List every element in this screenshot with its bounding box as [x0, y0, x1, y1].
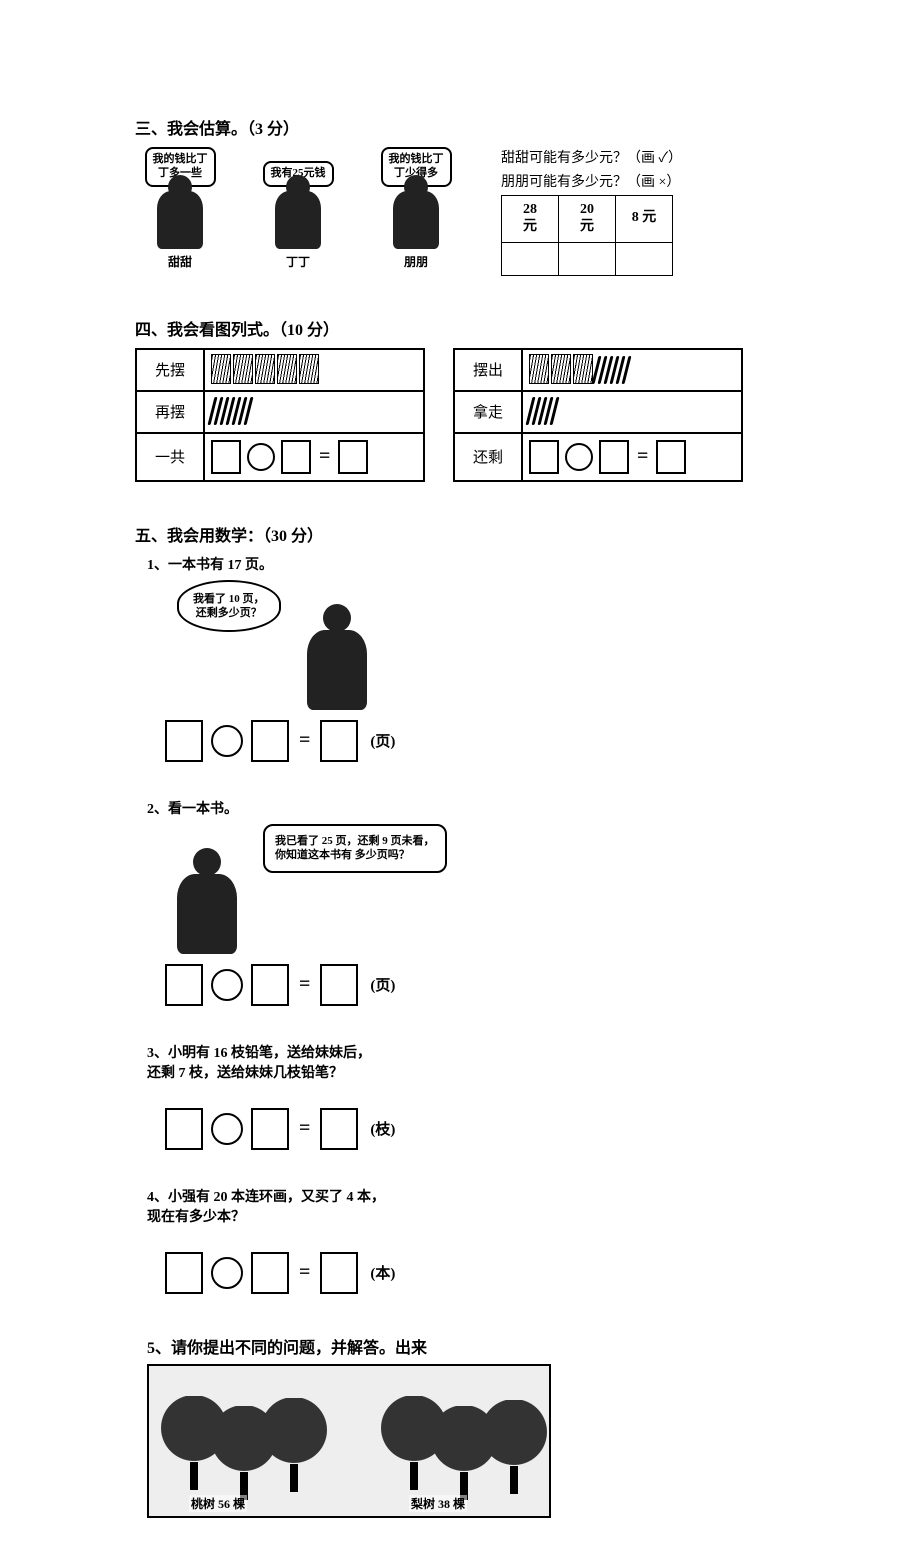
- sticks-table-left: 先摆 再摆 一共 =: [135, 348, 425, 482]
- equals-sign: =: [319, 445, 330, 468]
- money-table: 28 元 20 元 8 元: [501, 195, 673, 276]
- operator-circle[interactable]: [565, 443, 593, 471]
- row-label: 再摆: [136, 391, 204, 433]
- section5-heading: 五、我会用数学：（30 分）: [135, 522, 785, 546]
- thought-bubble: 我看了 10 页， 还剩多少页？: [177, 580, 281, 633]
- kid-icon: [157, 191, 203, 249]
- section5: 五、我会用数学：（30 分） 1、一本书有 17 页。 我看了 10 页， 还剩…: [135, 522, 785, 1518]
- answer-cell[interactable]: [616, 242, 673, 275]
- number-box[interactable]: [281, 440, 311, 474]
- problem2-figure: 我已看了 25 页，还剩 9 页未看，你知道这本书有 多少页吗？: [147, 824, 447, 954]
- number-box[interactable]: [165, 1252, 203, 1294]
- row-label: 一共: [136, 433, 204, 481]
- unit-label: (枝): [370, 1118, 395, 1139]
- equals-sign: =: [299, 973, 310, 996]
- money-cell: 8 元: [616, 196, 673, 243]
- number-box[interactable]: [338, 440, 368, 474]
- kid-label-tiantian: 甜甜: [168, 253, 192, 270]
- operator-circle[interactable]: [247, 443, 275, 471]
- kid-icon: [393, 191, 439, 249]
- operator-circle[interactable]: [211, 1257, 243, 1289]
- equals-sign: =: [637, 445, 648, 468]
- problem2-head: 2、看一本书。: [147, 798, 447, 818]
- number-box[interactable]: [165, 964, 203, 1006]
- kids-row: 我的钱比丁 丁多一些 甜甜 我有25元钱 丁丁 我的钱比丁 丁少得多 朋朋: [135, 147, 461, 270]
- section3-body: 我的钱比丁 丁多一些 甜甜 我有25元钱 丁丁 我的钱比丁 丁少得多 朋朋 甜甜…: [135, 147, 785, 276]
- operator-circle[interactable]: [211, 1113, 243, 1145]
- row-label: 拿走: [454, 391, 522, 433]
- number-box[interactable]: [320, 720, 358, 762]
- question-tiantian: 甜甜可能有多少元？（画 ✓）: [501, 147, 682, 167]
- kid-label-dingding: 丁丁: [286, 253, 310, 270]
- section3-heading: 三、我会估算。（3 分）: [135, 115, 785, 139]
- number-box[interactable]: [165, 1108, 203, 1150]
- number-box[interactable]: [320, 964, 358, 1006]
- number-box[interactable]: [165, 720, 203, 762]
- sticks-cell: [522, 391, 742, 433]
- sticks-cell: [522, 349, 742, 391]
- sticks-cell: [204, 349, 424, 391]
- problem1-figure: 我看了 10 页， 还剩多少页？: [147, 580, 447, 710]
- row-label: 先摆: [136, 349, 204, 391]
- number-box[interactable]: [251, 964, 289, 1006]
- unit-label: (页): [370, 730, 395, 751]
- answer-row: = (页): [165, 720, 447, 762]
- problem-1: 1、一本书有 17 页。 我看了 10 页， 还剩多少页？ = (页): [147, 554, 447, 762]
- equation-cell: =: [522, 433, 742, 481]
- child-icon: [307, 630, 367, 710]
- number-box[interactable]: [251, 720, 289, 762]
- answer-cell[interactable]: [559, 242, 616, 275]
- equals-sign: =: [299, 1117, 310, 1140]
- orchard-label-right: 梨树 38 棵: [409, 1495, 467, 1512]
- unit-label: (本): [370, 1262, 395, 1283]
- number-box[interactable]: [251, 1252, 289, 1294]
- money-cell: 28 元: [502, 196, 559, 243]
- number-box[interactable]: [251, 1108, 289, 1150]
- row-label: 摆出: [454, 349, 522, 391]
- kid-dingding: 我有25元钱 丁丁: [253, 161, 343, 270]
- money-cell: 20 元: [559, 196, 616, 243]
- question-pengpeng: 朋朋可能有多少元？（画 ×）: [501, 171, 682, 191]
- section4-heading: 四、我会看图列式。（10 分）: [135, 316, 785, 340]
- section4-body: 先摆 再摆 一共 =: [135, 348, 785, 482]
- answer-cell[interactable]: [502, 242, 559, 275]
- problem-3: 3、小明有 16 枝铅笔，送给妹妹后， 还剩 7 枝，送给妹妹几枝铅笔？ = (…: [147, 1042, 447, 1150]
- orchard-label-left: 桃树 56 棵: [189, 1495, 247, 1512]
- child-icon: [177, 874, 237, 954]
- unit-label: (页): [370, 974, 395, 995]
- problem1-head: 1、一本书有 17 页。: [147, 554, 447, 574]
- equals-sign: =: [299, 729, 310, 752]
- number-box[interactable]: [320, 1252, 358, 1294]
- problem3-head: 3、小明有 16 枝铅笔，送给妹妹后， 还剩 7 枝，送给妹妹几枝铅笔？: [147, 1042, 447, 1082]
- number-box[interactable]: [529, 440, 559, 474]
- equals-sign: =: [299, 1261, 310, 1284]
- number-box[interactable]: [656, 440, 686, 474]
- section3-right: 甜甜可能有多少元？（画 ✓） 朋朋可能有多少元？（画 ×） 28 元 20 元 …: [501, 147, 682, 276]
- operator-circle[interactable]: [211, 725, 243, 757]
- answer-row: = (枝): [165, 1108, 447, 1150]
- number-box[interactable]: [211, 440, 241, 474]
- equation-cell: =: [204, 433, 424, 481]
- problem5-head: 5、请你提出不同的问题，并解答。出来: [147, 1334, 787, 1358]
- kid-label-pengpeng: 朋朋: [404, 253, 428, 270]
- sticks-table-right: 摆出 拿走 还剩 =: [453, 348, 743, 482]
- sticks-cell: [204, 391, 424, 433]
- problem-5: 5、请你提出不同的问题，并解答。出来 桃树 56 棵 梨树 38 棵: [147, 1334, 787, 1518]
- orchard-illustration: 桃树 56 棵 梨树 38 棵: [147, 1364, 551, 1518]
- number-box[interactable]: [320, 1108, 358, 1150]
- problem4-head: 4、小强有 20 本连环画，又买了 4 本， 现在有多少本？: [147, 1186, 447, 1226]
- kid-tiantian: 我的钱比丁 丁多一些 甜甜: [135, 147, 225, 270]
- number-box[interactable]: [599, 440, 629, 474]
- row-label: 还剩: [454, 433, 522, 481]
- problem-4: 4、小强有 20 本连环画，又买了 4 本， 现在有多少本？ = (本): [147, 1186, 447, 1294]
- answer-row: = (页): [165, 964, 447, 1006]
- answer-row: = (本): [165, 1252, 447, 1294]
- speech-bubble: 我已看了 25 页，还剩 9 页未看，你知道这本书有 多少页吗？: [263, 824, 447, 874]
- kid-icon: [275, 191, 321, 249]
- problem-2: 2、看一本书。 我已看了 25 页，还剩 9 页未看，你知道这本书有 多少页吗？…: [147, 798, 447, 1006]
- operator-circle[interactable]: [211, 969, 243, 1001]
- kid-pengpeng: 我的钱比丁 丁少得多 朋朋: [371, 147, 461, 270]
